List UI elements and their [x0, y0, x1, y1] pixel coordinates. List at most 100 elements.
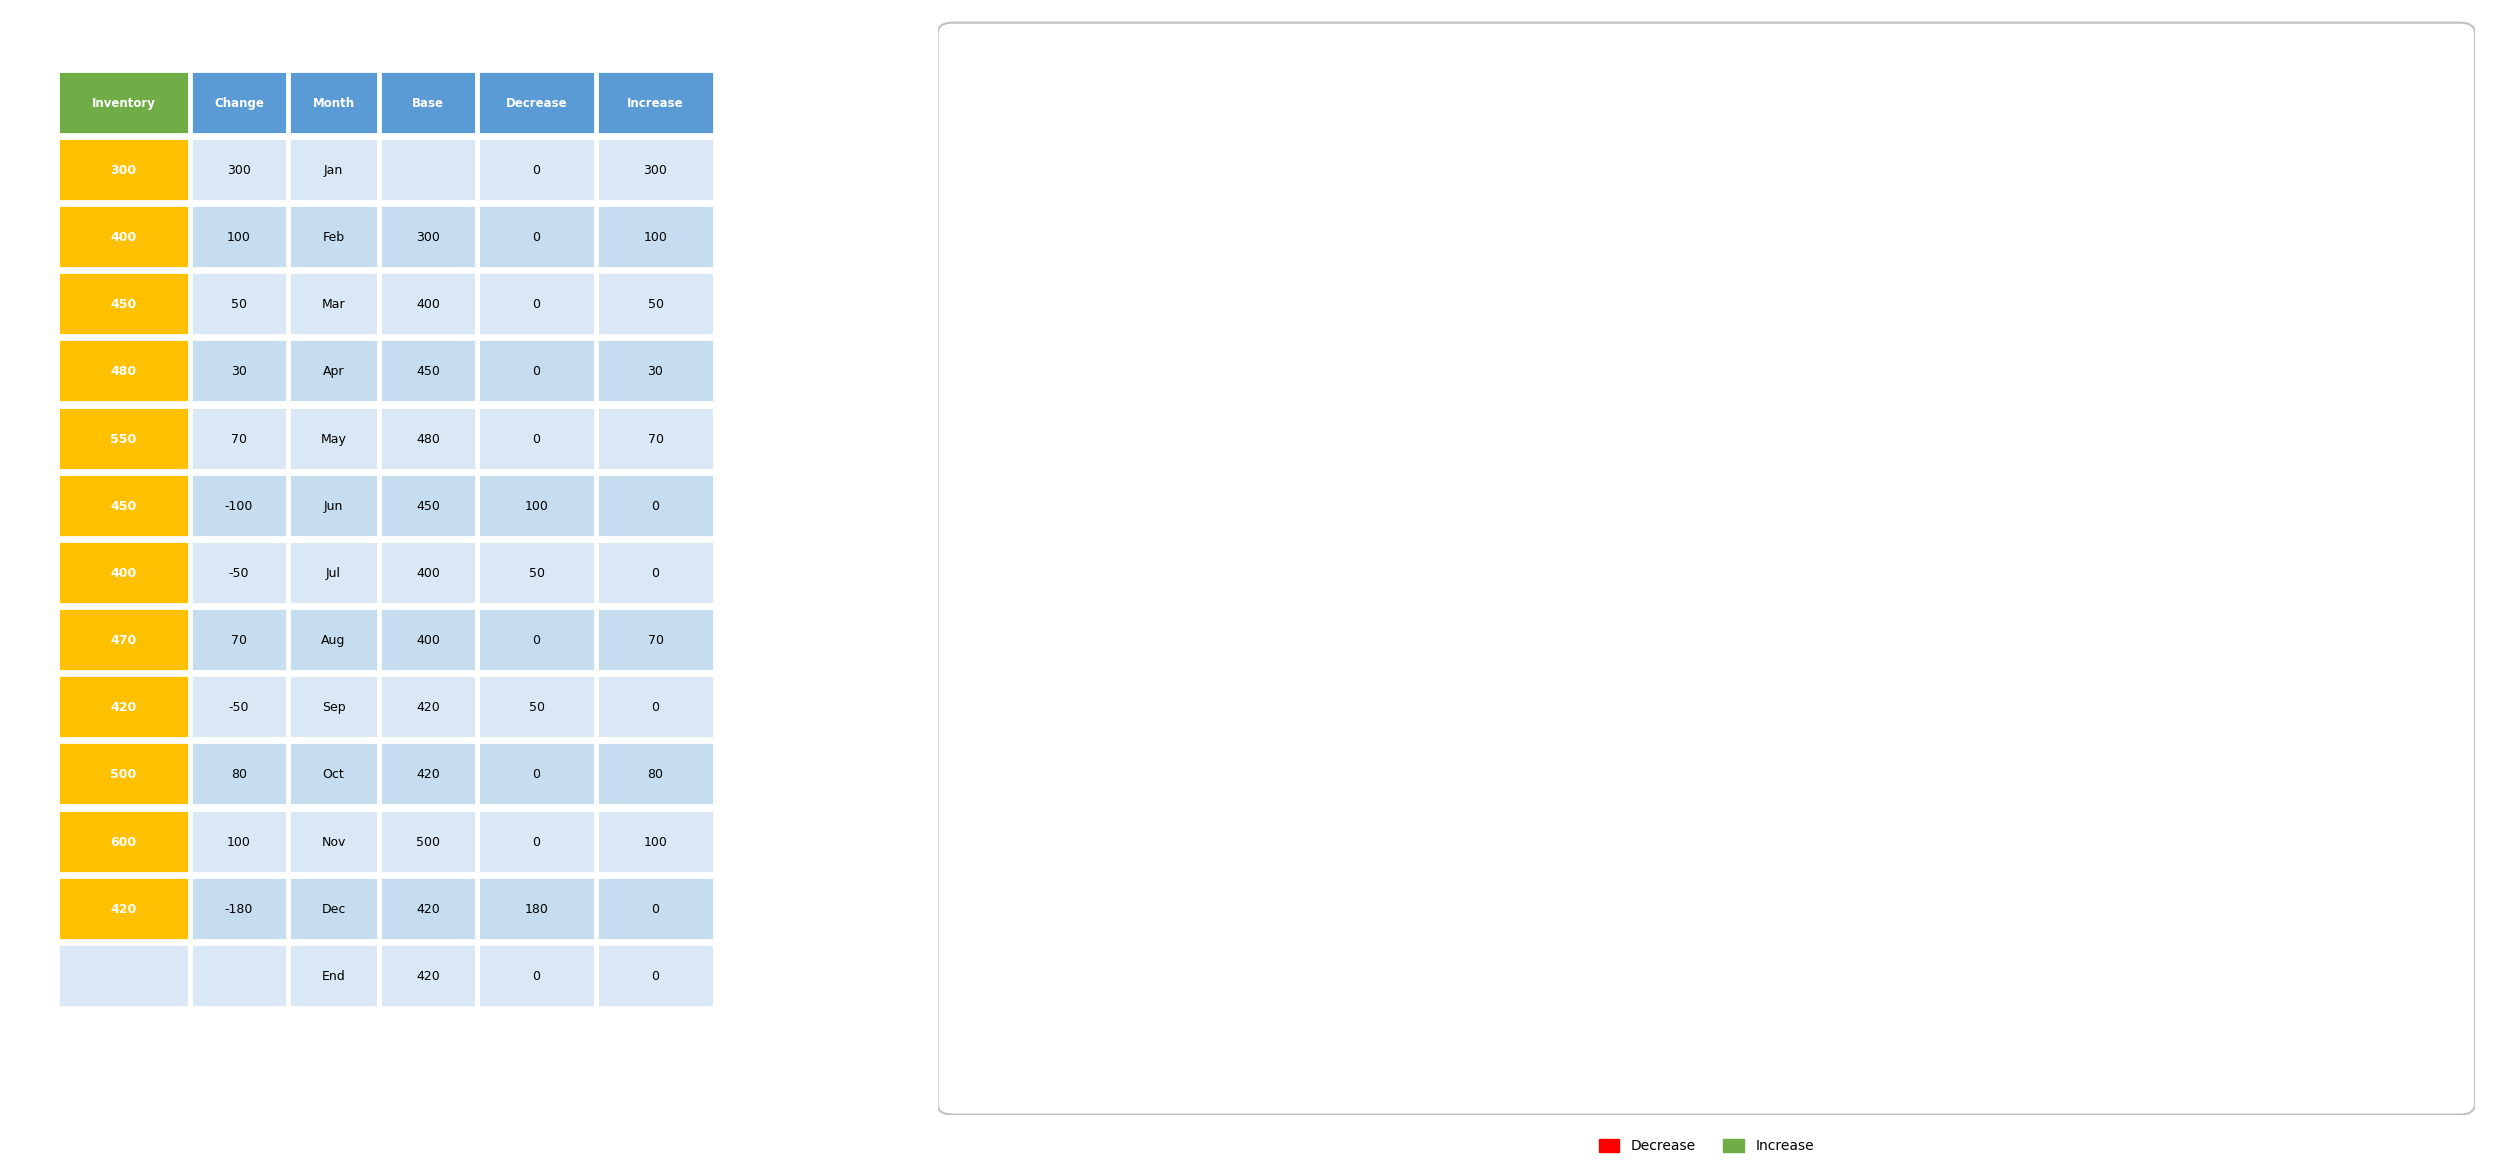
Bar: [478, 474, 595, 536]
Text: 0: 0: [652, 969, 660, 983]
Text: 70: 70: [648, 634, 662, 647]
Text: Feb: Feb: [322, 231, 345, 244]
Bar: [598, 474, 712, 536]
Bar: [58, 138, 188, 201]
Text: 470: 470: [110, 634, 138, 647]
Text: 50: 50: [648, 298, 662, 311]
Bar: [478, 205, 595, 268]
Bar: [380, 676, 475, 738]
Text: 0: 0: [532, 634, 540, 647]
Bar: [58, 742, 188, 806]
Bar: [380, 877, 475, 939]
Bar: [380, 541, 475, 604]
Bar: [598, 608, 712, 671]
Text: 100: 100: [228, 231, 250, 244]
Bar: [478, 138, 595, 201]
Text: 100: 100: [525, 499, 548, 513]
Text: 0: 0: [652, 567, 660, 580]
Bar: [192, 608, 288, 671]
Text: 30: 30: [648, 366, 662, 378]
Text: 300: 300: [642, 164, 668, 176]
Text: 80: 80: [648, 769, 662, 781]
Bar: [290, 71, 378, 134]
Bar: [290, 138, 378, 201]
Bar: [1672, 474, 1740, 545]
Text: Mar: Mar: [322, 298, 345, 311]
Text: Jun: Jun: [325, 499, 342, 513]
Bar: [598, 809, 712, 873]
Text: Nov: Nov: [322, 836, 345, 849]
Text: Jul: Jul: [325, 567, 340, 580]
Text: 300: 300: [415, 231, 440, 244]
Bar: [1562, 402, 1630, 545]
Text: Dec: Dec: [322, 903, 345, 916]
Text: 420: 420: [110, 701, 138, 714]
Text: Apr: Apr: [322, 366, 345, 378]
Text: Sep: Sep: [322, 701, 345, 714]
Text: 50: 50: [528, 701, 545, 714]
Text: 400: 400: [110, 567, 138, 580]
Text: 300: 300: [228, 164, 250, 176]
Bar: [2332, 445, 2398, 1045]
Bar: [598, 676, 712, 738]
Bar: [290, 474, 378, 536]
Bar: [598, 205, 712, 268]
Text: Base: Base: [412, 96, 445, 110]
Bar: [598, 406, 712, 469]
Text: 400: 400: [110, 231, 138, 244]
Bar: [2112, 188, 2178, 331]
Bar: [380, 406, 475, 469]
FancyBboxPatch shape: [938, 22, 2475, 1115]
Bar: [380, 272, 475, 336]
Bar: [58, 541, 188, 604]
Text: 300: 300: [110, 164, 138, 176]
Text: -50: -50: [230, 701, 250, 714]
Bar: [380, 944, 475, 1007]
Text: 420: 420: [110, 903, 138, 916]
Text: 0: 0: [532, 836, 540, 849]
Text: -180: -180: [225, 903, 253, 916]
Text: 550: 550: [110, 433, 138, 446]
Bar: [478, 406, 595, 469]
Text: 0: 0: [532, 769, 540, 781]
Bar: [598, 339, 712, 403]
Text: Jan: Jan: [325, 164, 342, 176]
Bar: [58, 205, 188, 268]
Bar: [1015, 616, 1080, 1045]
Bar: [58, 339, 188, 403]
Bar: [290, 676, 378, 738]
Bar: [2002, 331, 2068, 445]
Text: 450: 450: [110, 298, 138, 311]
Bar: [58, 809, 188, 873]
Text: 0: 0: [532, 366, 540, 378]
Text: 0: 0: [532, 164, 540, 176]
Bar: [598, 138, 712, 201]
Text: 0: 0: [652, 903, 660, 916]
Text: 420: 420: [415, 969, 440, 983]
Bar: [58, 676, 188, 738]
Bar: [192, 541, 288, 604]
Text: 500: 500: [110, 769, 138, 781]
Bar: [598, 272, 712, 336]
Legend: Decrease, Increase: Decrease, Increase: [1592, 1133, 1820, 1159]
Bar: [478, 608, 595, 671]
Text: -100: -100: [225, 499, 253, 513]
Bar: [380, 138, 475, 201]
Text: Oct: Oct: [322, 769, 345, 781]
Text: Increase: Increase: [628, 96, 685, 110]
Text: 70: 70: [648, 433, 662, 446]
Bar: [380, 71, 475, 134]
Text: -50: -50: [230, 567, 250, 580]
Bar: [380, 742, 475, 806]
Text: 180: 180: [525, 903, 548, 916]
Bar: [192, 272, 288, 336]
Bar: [58, 877, 188, 939]
Bar: [380, 608, 475, 671]
Bar: [380, 205, 475, 268]
Bar: [58, 71, 188, 134]
Bar: [192, 406, 288, 469]
Bar: [290, 541, 378, 604]
Text: 100: 100: [642, 836, 668, 849]
Bar: [478, 676, 595, 738]
Text: 500: 500: [415, 836, 440, 849]
